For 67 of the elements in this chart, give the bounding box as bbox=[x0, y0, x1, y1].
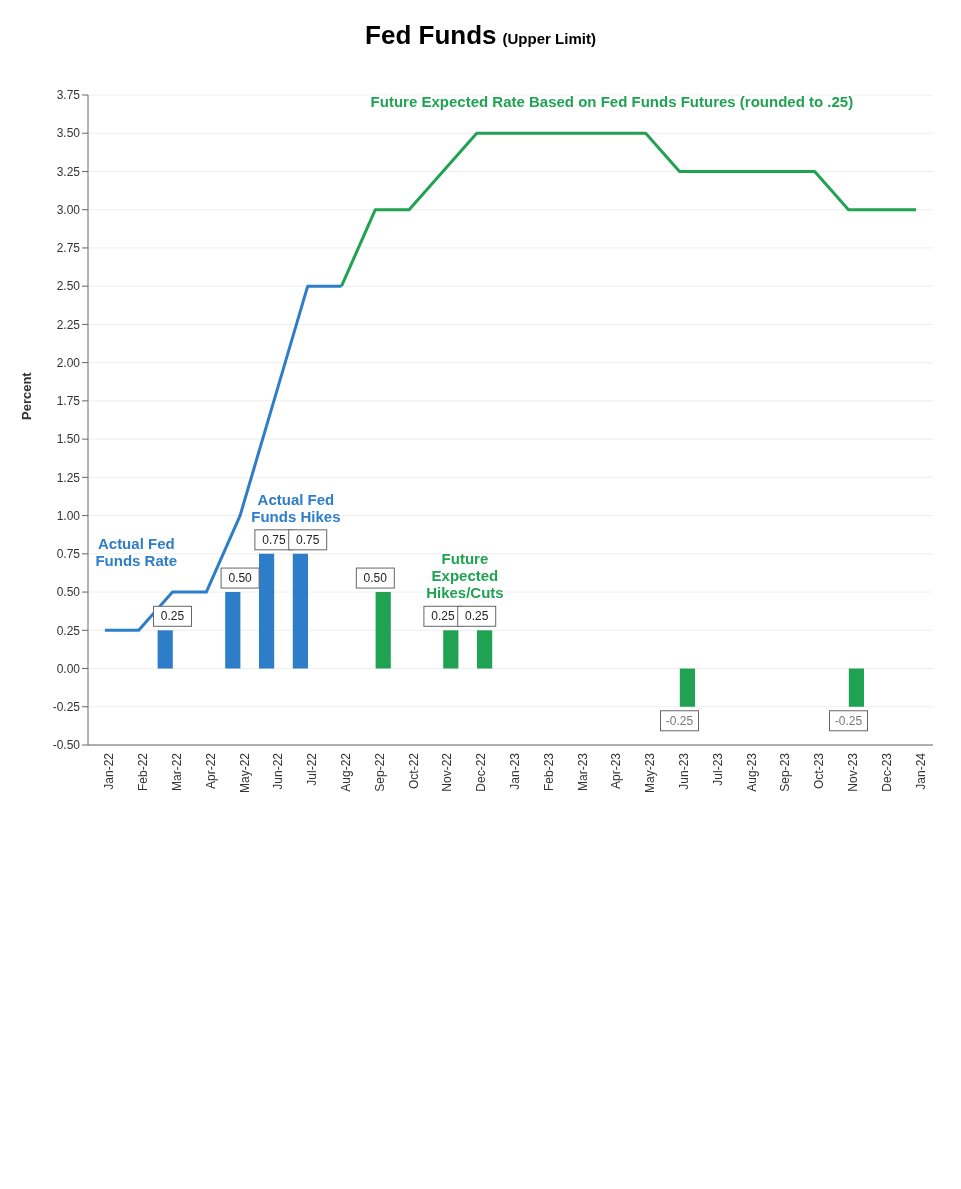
y-tick-label: 2.75 bbox=[56, 241, 81, 256]
bar bbox=[477, 630, 493, 669]
bar bbox=[679, 668, 696, 707]
x-tick-label: Jun-22 bbox=[271, 752, 286, 790]
bar bbox=[157, 630, 173, 669]
x-tick-label: Jul-22 bbox=[305, 752, 320, 786]
line-series bbox=[340, 131, 918, 288]
x-tick-label: Aug-22 bbox=[339, 752, 354, 792]
y-tick-label: 2.50 bbox=[56, 279, 81, 294]
data-label: -0.25 bbox=[665, 713, 694, 728]
x-tick-label: Oct-23 bbox=[812, 752, 827, 790]
y-tick-label: -0.50 bbox=[52, 738, 81, 753]
x-tick-label: Jan-22 bbox=[102, 752, 117, 790]
annotation: Actual Fed Funds Hikes bbox=[251, 490, 341, 525]
y-tick-label: 3.25 bbox=[56, 164, 81, 179]
bar bbox=[848, 668, 865, 707]
x-tick-label: May-23 bbox=[643, 752, 658, 794]
x-tick-label: Mar-23 bbox=[575, 752, 590, 792]
x-tick-label: Nov-22 bbox=[440, 752, 455, 792]
y-tick-label: -0.25 bbox=[52, 700, 81, 715]
y-tick-label: 0.25 bbox=[56, 623, 81, 638]
x-tick-label: May-22 bbox=[237, 752, 252, 794]
y-tick-label: 2.25 bbox=[56, 317, 81, 332]
y-tick-label: 3.50 bbox=[56, 126, 81, 141]
chart-subtitle: (Upper Limit) bbox=[502, 30, 596, 47]
y-tick-label: 1.75 bbox=[56, 394, 81, 409]
x-tick-label: Sep-23 bbox=[778, 752, 793, 792]
x-tick-label: Oct-22 bbox=[406, 752, 421, 790]
text: Future Expected Rate Based on Fed Funds Futures (rounded to .25) bbox=[370, 93, 854, 111]
x-tick-label: Jan-24 bbox=[913, 752, 928, 790]
data-label: 0.50 bbox=[228, 571, 253, 586]
x-tick-label: Apr-23 bbox=[609, 752, 624, 790]
data-label: -0.25 bbox=[834, 713, 863, 728]
data-label: 0.25 bbox=[431, 609, 455, 624]
x-tick-label: Nov-23 bbox=[846, 752, 861, 792]
annotation: Future Expected Hikes/Cuts bbox=[426, 550, 504, 602]
data-label: 0.25 bbox=[160, 609, 185, 624]
y-tick-label: 1.25 bbox=[56, 470, 81, 485]
x-tick-label: Apr-22 bbox=[203, 752, 218, 790]
series-label: Actual Fed Funds Rate bbox=[95, 535, 178, 570]
x-tick-label: Dec-22 bbox=[474, 752, 489, 792]
x-tick-label: Jul-23 bbox=[710, 752, 725, 786]
y-tick-label: 2.00 bbox=[56, 355, 81, 370]
data-label: 0.75 bbox=[296, 532, 320, 547]
x-tick-label: Jun-23 bbox=[677, 752, 692, 790]
bar bbox=[225, 592, 241, 669]
y-tick-label: 0.50 bbox=[56, 585, 81, 600]
y-axis-title: Percent bbox=[18, 371, 34, 420]
x-tick-label: Feb-23 bbox=[541, 752, 556, 792]
x-tick-label: Aug-23 bbox=[744, 752, 759, 792]
y-tick-label: 3.75 bbox=[56, 88, 81, 103]
x-tick-label: Mar-22 bbox=[170, 752, 185, 792]
y-tick-label: 0.00 bbox=[56, 661, 81, 676]
data-label: 0.75 bbox=[262, 532, 286, 547]
y-tick-label: 1.50 bbox=[56, 432, 81, 447]
bar bbox=[443, 630, 459, 669]
data-label: 0.25 bbox=[465, 609, 489, 624]
x-tick-label: Sep-22 bbox=[372, 752, 387, 792]
bar bbox=[375, 592, 391, 669]
y-tick-label: 1.00 bbox=[56, 508, 81, 523]
y-tick-label: 3.00 bbox=[56, 202, 81, 217]
data-label: 0.50 bbox=[363, 571, 388, 586]
x-tick-label: Jan-23 bbox=[508, 752, 523, 790]
x-tick-label: Dec-23 bbox=[879, 752, 894, 792]
y-tick-label: 0.75 bbox=[56, 547, 81, 562]
chart-title: Fed Funds bbox=[365, 20, 497, 50]
x-tick-label: Feb-22 bbox=[136, 752, 151, 792]
